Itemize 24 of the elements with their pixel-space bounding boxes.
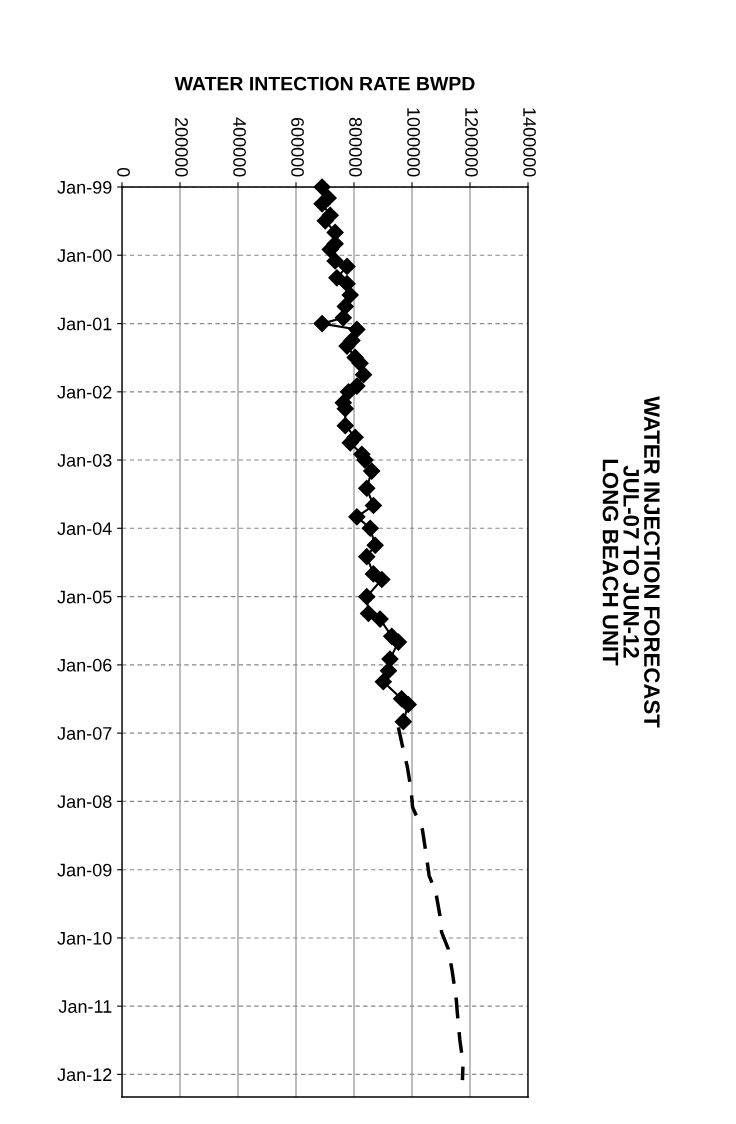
x-tick-label: 800000 (349, 117, 362, 177)
x-tick-label: 1000000 (407, 108, 420, 177)
y-tick-label: Jan-99 (57, 180, 112, 194)
y-tick-label: Jan-11 (58, 1000, 112, 1013)
y-tick-label: Jan-12 (57, 1068, 112, 1082)
y-tick-label: Jan-00 (57, 249, 112, 262)
text: WATER INJECTION FORECAST JUL-07 TO JUN-12 LONG BEACH UNIT (602, 396, 660, 728)
y-tick-label: Jan-07 (57, 727, 112, 740)
y-tick-label: Jan-04 (57, 522, 112, 535)
y-tick-label: Jan-01 (57, 317, 112, 331)
y-tick-label: Jan-03 (57, 453, 112, 467)
y-tick-label: Jan-08 (57, 795, 112, 809)
x-tick-label: 1200000 (465, 108, 478, 177)
y-tick-label: Jan-10 (57, 931, 112, 945)
y-tick-label: Jan-05 (57, 590, 112, 604)
y-tick-label: Jan-09 (57, 863, 112, 877)
y-tick-label: Jan-02 (57, 385, 112, 399)
x-tick-label: 200000 (175, 117, 188, 177)
x-tick-label: 600000 (291, 117, 304, 177)
y-tick-label: Jan-06 (57, 658, 112, 672)
x-tick-label: 1400000 (523, 108, 536, 177)
x-tick-label: 400000 (233, 117, 246, 177)
x-tick-label: 0 (117, 167, 130, 177)
x-axis-title: WATER INTECTION RATE BWPD (174, 76, 475, 91)
